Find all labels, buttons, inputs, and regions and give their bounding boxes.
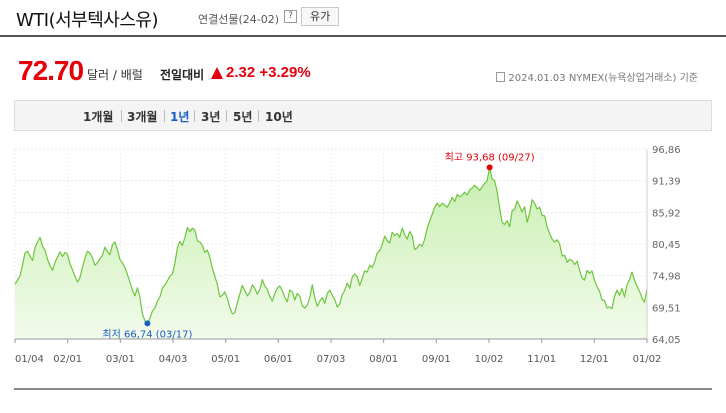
x-tick-label: 08/01: [369, 354, 398, 365]
low-marker: [144, 320, 151, 327]
help-icon[interactable]: ?: [284, 10, 297, 23]
tab-divider: [121, 110, 122, 122]
price-line: [14, 166, 648, 325]
y-tick-label: 69,51: [652, 303, 681, 314]
quote-info-text: 2024.01.03 NYMEX(뉴욕상업거래소) 기준: [508, 73, 698, 84]
y-tick-label: 96,86: [652, 145, 681, 156]
x-tick-label: 01/02: [633, 354, 662, 365]
x-tick-label: 06/01: [264, 354, 293, 365]
price-chart: 96,86 91,39 85,92 80,45 74,98 69,51 64,05 01/04…: [0, 138, 726, 374]
tab-divider: [258, 110, 259, 122]
x-tick-label: 07/03: [317, 354, 346, 365]
low-label: 최저 66,74 (03/17): [102, 328, 192, 340]
change-label: 전일대비: [160, 68, 205, 82]
tab-3-years[interactable]: 3년: [201, 110, 221, 124]
price-unit: 달러 / 배럴: [87, 68, 143, 82]
price-chart-svg: 96,86 91,39 85,92 80,45 74,98 69,51 64,05 01/04…: [14, 145, 681, 365]
document-icon: [496, 72, 506, 82]
period-tabs: 1개월 3개월 1년 3년 5년 10년: [14, 100, 712, 131]
x-tick-label: 01/04: [15, 354, 44, 365]
tab-1-year[interactable]: 1년: [170, 110, 190, 124]
change-amount: 2.32: [226, 64, 256, 81]
y-tick-label: 64,05: [652, 335, 681, 346]
price-area: [15, 167, 647, 339]
tab-divider: [194, 110, 195, 122]
commodity-type-button[interactable]: 유가: [301, 7, 340, 26]
x-tick-label: 04/03: [159, 354, 188, 365]
contract-subtitle: 연결선물(24-02): [198, 13, 280, 26]
change-value: 2.32 +3.29%: [226, 64, 311, 81]
current-price: 72.70: [18, 55, 84, 86]
x-tick-label: 09/01: [422, 354, 451, 365]
y-tick-label: 80,45: [652, 240, 681, 251]
tab-1-month[interactable]: 1개월: [83, 110, 114, 124]
change-percent: +3.29%: [259, 64, 311, 81]
x-tick-label: 11/01: [527, 354, 556, 365]
tab-10-years[interactable]: 10년: [265, 110, 293, 124]
x-tick-label: 03/01: [106, 354, 135, 365]
tab-divider: [226, 110, 227, 122]
quote-info: 2024.01.03 NYMEX(뉴욕상업거래소) 기준: [496, 69, 698, 84]
x-tick-label: 05/01: [211, 354, 240, 365]
tab-5-years[interactable]: 5년: [233, 110, 253, 124]
x-tick-label: 12/01: [580, 354, 609, 365]
commodity-title: WTI(서부텍사스유): [16, 10, 159, 31]
quote-row: 72.70 달러 / 배럴 전일대비 2.32 +3.29% 2024.01.0…: [0, 55, 726, 89]
tab-divider: [164, 110, 165, 122]
high-marker: [486, 164, 493, 171]
x-tick-label: 02/01: [53, 354, 82, 365]
high-label: 최고 93,68 (09/27): [445, 151, 535, 163]
y-tick-label: 74,98: [652, 272, 681, 283]
y-tick-label: 85,92: [652, 208, 681, 219]
bottom-divider: [14, 388, 712, 390]
up-arrow-icon: [211, 67, 223, 79]
y-tick-label: 91,39: [652, 177, 681, 188]
header: WTI(서부텍사스유) 연결선물(24-02) ? 유가: [0, 0, 726, 37]
tab-3-months[interactable]: 3개월: [127, 110, 158, 124]
x-tick-label: 10/02: [475, 354, 504, 365]
